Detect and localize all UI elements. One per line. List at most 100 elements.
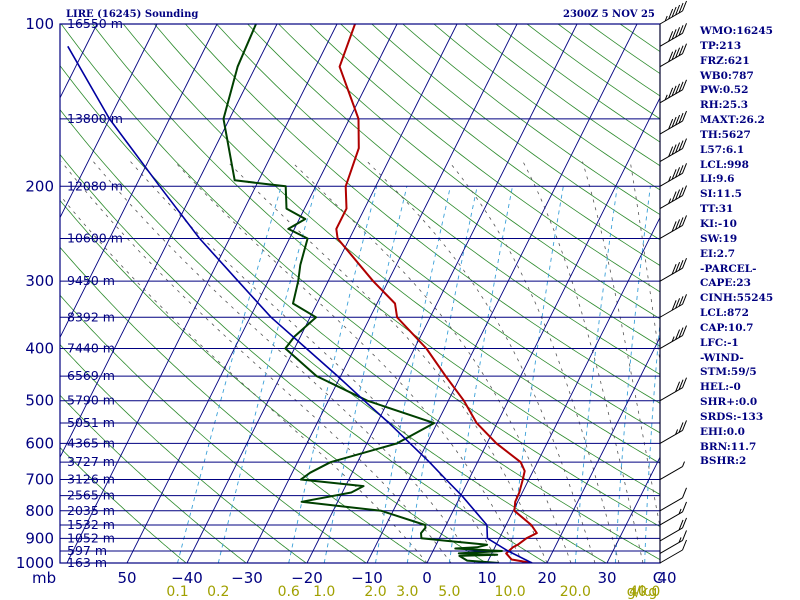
dry-adiabat (340, 24, 660, 266)
height-label: 9450 m (67, 273, 115, 288)
mixing-ratio-line (509, 186, 564, 563)
isotherm (366, 24, 638, 563)
wind-barb (659, 325, 687, 349)
mixing-ratio-label: 10.0 (495, 584, 526, 600)
isotherm (606, 456, 660, 563)
temperature-tick-label: −10 (351, 569, 383, 587)
index-item: LCL:872 (700, 307, 749, 320)
index-item: SHR+:0.0 (700, 396, 758, 409)
index-item: CAP:10.7 (700, 321, 754, 334)
index-item: EI:2.7 (700, 247, 736, 260)
height-label: 6569 m (67, 368, 115, 383)
dry-adiabat (60, 294, 367, 563)
chart-title: LIRE (16245) Sounding (66, 9, 199, 20)
index-item: HEL:-0 (700, 381, 741, 394)
dry-adiabat (60, 394, 247, 563)
temperature-tick-label: 50 (117, 569, 136, 587)
wind-barb (659, 23, 687, 47)
wind-barb (659, 420, 687, 444)
isotherm (546, 336, 660, 563)
dry-adiabat (60, 446, 187, 563)
height-label: 5790 m (67, 393, 115, 408)
wind-barb (659, 487, 687, 512)
mixing-ratio-line (614, 186, 651, 563)
dry-adiabat (91, 24, 660, 495)
dry-adiabat (153, 24, 660, 434)
height-label: 16550 m (67, 16, 123, 31)
index-item: TT:31 (700, 203, 734, 216)
plot-area (60, 24, 660, 563)
moist-adiabat (92, 161, 476, 563)
wind-barb (659, 517, 687, 542)
moist-adiabat (367, 161, 596, 563)
height-label: 3727 m (67, 454, 115, 469)
height-label: 597 m (67, 543, 107, 558)
pressure-tick-label: 800 (25, 502, 54, 520)
wind-barb (659, 185, 687, 209)
mixing-ratio-label: 20.0 (560, 584, 591, 600)
parcel-line (67, 45, 533, 563)
dry-adiabat (60, 246, 427, 563)
dry-adiabat (60, 24, 660, 527)
index-item: LFC:-1 (700, 336, 739, 349)
height-label: 4365 m (67, 435, 115, 450)
pressure-tick-label: 600 (25, 434, 54, 452)
dry-adiabat (60, 199, 487, 563)
temperature-line (335, 24, 538, 563)
wind-barb (659, 163, 687, 187)
index-item: BRN:11.7 (700, 440, 757, 453)
mixing-ratio-label: 5.0 (438, 584, 460, 600)
mixing-ratio-label: 0.1 (166, 584, 188, 600)
height-label: 12080 m (67, 178, 123, 193)
moist-adiabat (227, 161, 548, 563)
wind-barb (659, 530, 687, 554)
pressure-tick-label: 900 (25, 529, 54, 547)
index-item: KI:-10 (700, 217, 737, 230)
isotherm (426, 96, 660, 563)
moist-adiabat (582, 161, 660, 529)
index-item: WB0:787 (700, 69, 754, 82)
wind-barb (659, 461, 685, 480)
x-axis-unit: C (653, 569, 663, 587)
index-item: LI:9.6 (700, 173, 735, 186)
height-label: 13800 m (67, 111, 123, 126)
index-item: SW:19 (700, 232, 738, 245)
index-item: L57:6.1 (700, 143, 745, 156)
moist-adiabat (61, 161, 452, 563)
temperature-tick-label: 30 (597, 569, 616, 587)
wind-barb (659, 377, 687, 402)
index-item: SI:11.5 (700, 188, 742, 201)
dry-adiabat (278, 24, 660, 320)
wind-barb (659, 79, 687, 104)
dewpoint-line (222, 24, 503, 563)
isotherm (126, 24, 398, 563)
mixing-ratio-label: 0.6 (278, 584, 300, 600)
index-item: MAXT:26.2 (700, 114, 765, 127)
mixing-ratio-label: 2.0 (364, 584, 386, 600)
wind-barb (659, 257, 687, 282)
height-label: 8392 m (67, 309, 115, 324)
wind-barb (659, 215, 687, 239)
isotherm (60, 24, 278, 459)
index-item: LCL:998 (700, 158, 749, 171)
temperature-tick-label: 0 (422, 569, 432, 587)
dry-adiabat (215, 24, 660, 375)
index-item: TH:5627 (700, 128, 751, 141)
index-item: EHI:0.0 (700, 425, 745, 438)
index-item: WMO:16245 (700, 25, 773, 37)
index-item: -WIND- (700, 351, 744, 364)
temperature-tick-label: 20 (537, 569, 556, 587)
isotherm (486, 216, 660, 563)
isotherm (60, 24, 218, 339)
index-item: -PARCEL- (700, 262, 757, 275)
height-label: 2035 m (67, 503, 115, 518)
dry-adiabat (247, 24, 660, 347)
height-label: 5051 m (67, 415, 115, 430)
sounding-datetime: 2300Z 5 NOV 25 (563, 9, 655, 20)
dry-adiabat (60, 153, 547, 563)
temperature-tick-label: −30 (231, 569, 263, 587)
y-axis-unit: mb (32, 569, 56, 587)
wind-barb (659, 43, 687, 68)
wind-barb (659, 539, 687, 564)
dry-adiabat (60, 344, 307, 563)
